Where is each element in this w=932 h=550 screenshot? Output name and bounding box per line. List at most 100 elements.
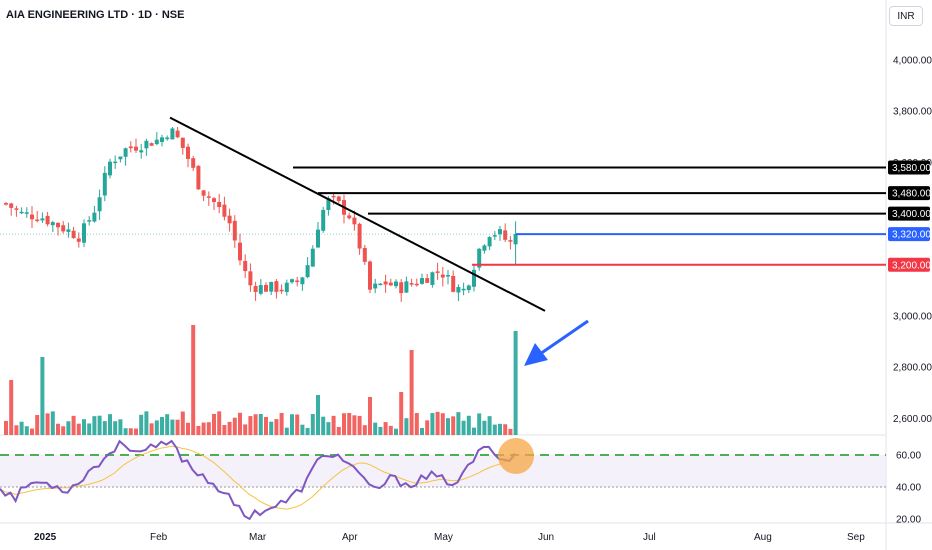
candle-body (498, 229, 502, 235)
volume-bar (414, 413, 419, 435)
candle-body (352, 217, 357, 225)
volume-bar (9, 380, 14, 435)
volume-bar (82, 419, 86, 435)
rsi-highlight-circle (498, 438, 534, 474)
volume-bar (321, 416, 326, 435)
volume-bar (300, 424, 305, 435)
candle-body (248, 271, 253, 286)
volume-bar (477, 413, 482, 435)
candle-body (305, 265, 310, 278)
candle-body (19, 211, 24, 214)
candle-body (362, 247, 367, 262)
volume-bar (508, 428, 513, 435)
currency-button[interactable]: INR (889, 6, 923, 26)
candle-body (274, 281, 279, 292)
volume-bar (456, 412, 461, 435)
candle-body (40, 218, 45, 221)
candle-body (50, 222, 55, 226)
candle-body (35, 219, 40, 222)
volume-bar (35, 415, 40, 435)
volume-bar (123, 428, 128, 435)
candle-body (186, 146, 190, 159)
candle-body (170, 128, 175, 140)
candle-body (487, 237, 492, 247)
candle-body (404, 281, 409, 293)
time-tick-label: Feb (150, 532, 168, 543)
candle-body (414, 283, 419, 286)
candle-body (154, 139, 159, 145)
volume-bar (160, 417, 164, 435)
volume-bar (482, 420, 487, 435)
rsi-line (0, 439, 516, 521)
candle-body (264, 284, 268, 292)
volume-bar (425, 420, 430, 435)
candle-body (440, 274, 445, 278)
volume-bar (295, 414, 300, 435)
candle-body (191, 158, 196, 168)
annotation-arrow-head (524, 343, 548, 366)
candle-body (206, 196, 211, 198)
volume-bar (394, 428, 398, 435)
volume-bars (4, 325, 518, 435)
candle-body (56, 222, 60, 228)
volume-bar (435, 411, 440, 435)
candle-body (430, 272, 435, 285)
time-tick-label: May (434, 532, 453, 543)
volume-bar (56, 423, 60, 435)
price-axis[interactable]: 4,000.003,800.003,600.003,000.002,800.00… (888, 56, 932, 526)
candle-body (492, 235, 497, 237)
candle-body (196, 165, 201, 190)
candle-body (326, 198, 331, 210)
volume-bar (264, 417, 268, 435)
time-axis[interactable]: 2025 Feb Mar Apr May Jun Jul Aug Sep (34, 532, 865, 543)
time-tick-label: Mar (249, 532, 267, 543)
volume-bar (238, 412, 242, 435)
price-tag (888, 186, 930, 201)
price-tick-label: 3,800.00 (893, 107, 932, 118)
volume-bar (342, 413, 346, 435)
volume-bar (196, 425, 201, 435)
candle-body (113, 161, 118, 164)
down-trendline (169, 116, 546, 312)
volume-bar (30, 428, 34, 435)
volume-bar (14, 425, 19, 435)
price-tag-label: 3,580.00 (892, 163, 931, 174)
volume-bar (149, 423, 154, 435)
volume-bar (383, 422, 388, 435)
symbol-title[interactable]: AIA ENGINEERING LTD · 1D · NSE (6, 9, 185, 21)
volume-bar (19, 421, 24, 435)
volume-bar (352, 415, 357, 435)
candle-body (378, 283, 383, 286)
volume-bar (336, 426, 341, 435)
volume-bar (4, 420, 8, 435)
volume-bar (175, 419, 180, 435)
candle-body (149, 143, 154, 146)
volume-bar (253, 414, 258, 435)
candle-body (201, 190, 206, 196)
candle-body (212, 198, 216, 202)
candle-body (217, 201, 222, 208)
volume-bar (61, 426, 66, 435)
candle-body (82, 223, 86, 243)
candle-body (466, 285, 471, 291)
candle-body (30, 214, 34, 220)
price-tag (888, 257, 930, 272)
volume-bar (472, 427, 476, 435)
horizontal-levels (0, 116, 886, 312)
volume-bar (430, 413, 435, 435)
volume-bar (378, 426, 383, 435)
price-tag-label: 3,200.00 (892, 260, 931, 271)
volume-bar (180, 411, 185, 435)
volume-bar (290, 414, 294, 435)
candle-body (310, 248, 315, 267)
candle-body (435, 271, 440, 273)
candle-body (482, 245, 487, 251)
volume-bar (279, 412, 284, 435)
candle-body (87, 220, 92, 222)
candle-body (357, 223, 362, 249)
volume-bar (316, 395, 320, 435)
volume-bar (186, 422, 190, 435)
price-tick-label: 2,600.00 (893, 414, 932, 425)
volume-bar (326, 422, 331, 435)
price-tag-label: 3,400.00 (892, 209, 931, 220)
